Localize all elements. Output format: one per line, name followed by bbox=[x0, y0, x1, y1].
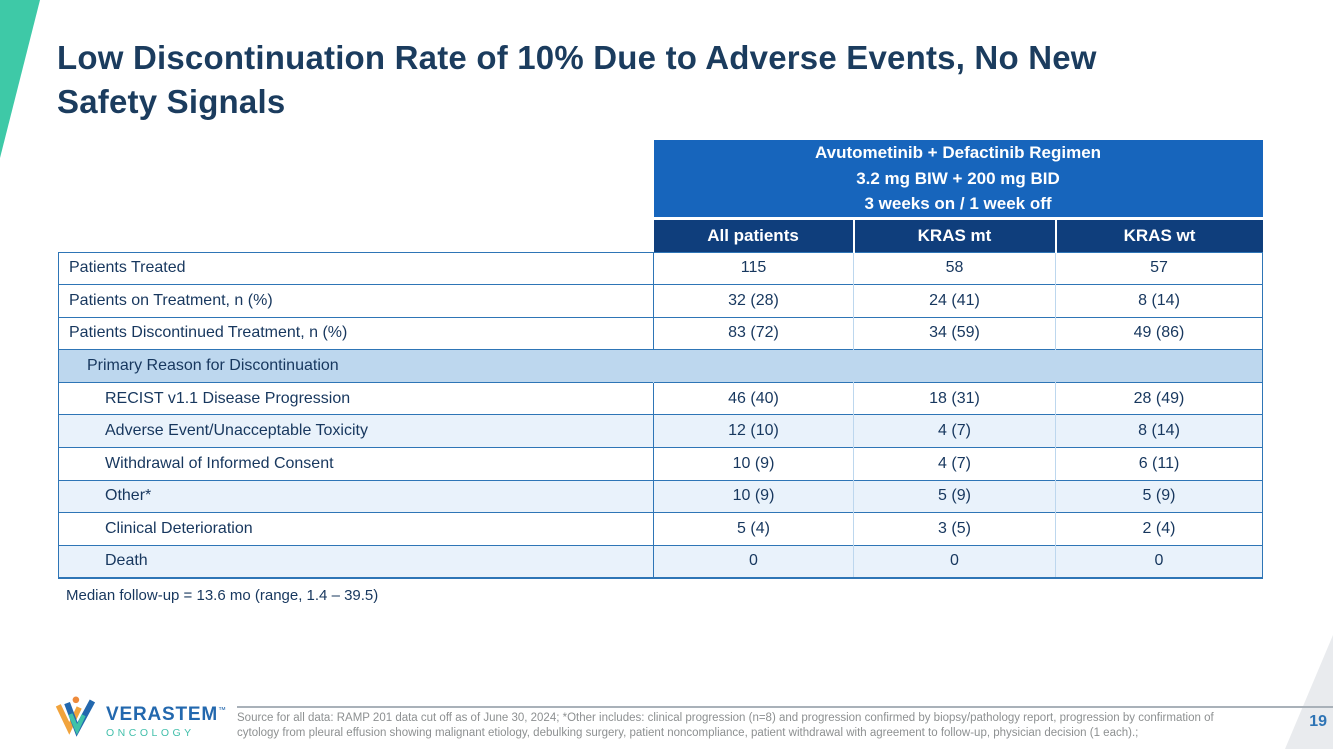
discontinuation-table: Avutometinib + Defactinib Regimen 3.2 mg… bbox=[58, 140, 1264, 579]
cell-value: 12 (10) bbox=[653, 414, 854, 448]
page-title: Low Discontinuation Rate of 10% Due to A… bbox=[57, 36, 1097, 124]
cell-value: 3 (5) bbox=[853, 512, 1056, 546]
cell-value: 34 (59) bbox=[853, 316, 1056, 350]
empty-corner-cell bbox=[58, 218, 654, 252]
cell-value: 0 bbox=[653, 544, 854, 579]
column-header-all-patients: All patients bbox=[653, 216, 854, 252]
logo-subtitle: ONCOLOGY bbox=[106, 727, 195, 739]
cell-value: 58 bbox=[853, 251, 1056, 285]
cell-value: 5 (4) bbox=[653, 512, 854, 546]
cell-value: 6 (11) bbox=[1054, 447, 1264, 481]
cell-value: 28 (49) bbox=[1054, 381, 1264, 415]
row-label: Death bbox=[58, 544, 654, 579]
cell-value: 2 (4) bbox=[1054, 512, 1264, 546]
table-row-primary-reason-section: Primary Reason for Discontinuation bbox=[58, 349, 1264, 383]
column-header-row: All patients KRAS mt KRAS wt bbox=[58, 216, 1263, 252]
table-row-clinical-deterioration: Clinical Deterioration 5 (4) 3 (5) 2 (4) bbox=[58, 512, 1264, 546]
cell-value: 5 (9) bbox=[853, 479, 1056, 513]
table-row-patients-discontinued: Patients Discontinued Treatment, n (%) 8… bbox=[58, 316, 1264, 350]
cell-value: 0 bbox=[853, 544, 1056, 579]
cell-value: 57 bbox=[1054, 251, 1264, 285]
page-number: 19 bbox=[1309, 713, 1327, 730]
footer-divider bbox=[237, 706, 1333, 708]
table-row-death: Death 0 0 0 bbox=[58, 544, 1264, 579]
verastem-logo: VERASTEM™ ONCOLOGY bbox=[55, 695, 227, 742]
median-followup-footnote: Median follow-up = 13.6 mo (range, 1.4 –… bbox=[66, 586, 379, 604]
cell-value: 24 (41) bbox=[853, 284, 1056, 318]
title-line-1: Low Discontinuation Rate of 10% Due to A… bbox=[57, 39, 1097, 77]
results-table-region: Avutometinib + Defactinib Regimen 3.2 mg… bbox=[58, 140, 1264, 604]
table-row-patients-on-treatment: Patients on Treatment, n (%) 32 (28) 24 … bbox=[58, 284, 1264, 318]
column-header-kras-mt: KRAS mt bbox=[852, 216, 1056, 252]
cell-value: 32 (28) bbox=[653, 284, 854, 318]
cell-value: 10 (9) bbox=[653, 479, 854, 513]
title-line-2: Safety Signals bbox=[57, 82, 286, 120]
teal-corner-accent bbox=[0, 0, 40, 158]
regimen-header-row: Avutometinib + Defactinib Regimen 3.2 mg… bbox=[58, 140, 1263, 218]
cell-value: 10 (9) bbox=[653, 447, 854, 481]
cell-value: 83 (72) bbox=[653, 316, 854, 350]
table-row-recist-progression: RECIST v1.1 Disease Progression 46 (40) … bbox=[58, 381, 1264, 415]
table-row-withdrawal-consent: Withdrawal of Informed Consent 10 (9) 4 … bbox=[58, 447, 1264, 481]
cell-value: 46 (40) bbox=[653, 381, 854, 415]
stray-period-mark bbox=[222, 96, 225, 99]
cell-value: 18 (31) bbox=[853, 381, 1056, 415]
cell-value bbox=[1054, 349, 1264, 383]
column-header-kras-wt: KRAS wt bbox=[1054, 216, 1263, 252]
regimen-header: Avutometinib + Defactinib Regimen 3.2 mg… bbox=[653, 140, 1263, 218]
cell-value bbox=[853, 349, 1056, 383]
source-footnote: Source for all data: RAMP 201 data cut o… bbox=[237, 711, 1242, 742]
regimen-line-1: Avutometinib + Defactinib Regimen bbox=[814, 143, 1102, 162]
logo-wordmark-block: VERASTEM™ ONCOLOGY bbox=[106, 705, 227, 742]
row-label: Other* bbox=[58, 479, 654, 513]
cell-value: 4 (7) bbox=[853, 414, 1056, 448]
row-label: RECIST v1.1 Disease Progression bbox=[58, 381, 654, 415]
row-label: Adverse Event/Unacceptable Toxicity bbox=[58, 414, 654, 448]
table-row-adverse-event: Adverse Event/Unacceptable Toxicity 12 (… bbox=[58, 414, 1264, 448]
logo-wordmark: VERASTEM™ bbox=[106, 705, 227, 724]
table-row-patients-treated: Patients Treated 115 58 57 bbox=[58, 251, 1264, 285]
row-label: Clinical Deterioration bbox=[58, 512, 654, 546]
regimen-line-3: 3 weeks on / 1 week off bbox=[864, 194, 1052, 213]
row-label: Patients on Treatment, n (%) bbox=[58, 284, 654, 318]
logo-trademark: ™ bbox=[217, 705, 227, 715]
source-line-2: cytology from pleural effusion showing m… bbox=[237, 727, 1139, 740]
bottom-right-corner-wedge bbox=[1285, 635, 1333, 749]
section-label: Primary Reason for Discontinuation bbox=[58, 349, 654, 383]
regimen-line-2: 3.2 mg BIW + 200 mg BID bbox=[856, 168, 1060, 188]
cell-value: 115 bbox=[653, 251, 854, 285]
cell-value bbox=[653, 349, 854, 383]
source-line-1: Source for all data: RAMP 201 data cut o… bbox=[237, 712, 1214, 724]
row-label: Patients Discontinued Treatment, n (%) bbox=[58, 316, 654, 350]
cell-value: 0 bbox=[1054, 544, 1264, 579]
cell-value: 4 (7) bbox=[853, 447, 1056, 481]
empty-corner-cell bbox=[58, 140, 654, 218]
verastem-logo-icon bbox=[55, 696, 96, 737]
logo-name-text: VERASTEM bbox=[106, 704, 218, 725]
cell-value: 49 (86) bbox=[1054, 316, 1264, 350]
cell-value: 5 (9) bbox=[1054, 479, 1264, 513]
row-label: Withdrawal of Informed Consent bbox=[58, 447, 654, 481]
table-row-other: Other* 10 (9) 5 (9) 5 (9) bbox=[58, 479, 1264, 513]
row-label: Patients Treated bbox=[58, 251, 654, 285]
cell-value: 8 (14) bbox=[1054, 284, 1264, 318]
cell-value: 8 (14) bbox=[1054, 414, 1264, 448]
